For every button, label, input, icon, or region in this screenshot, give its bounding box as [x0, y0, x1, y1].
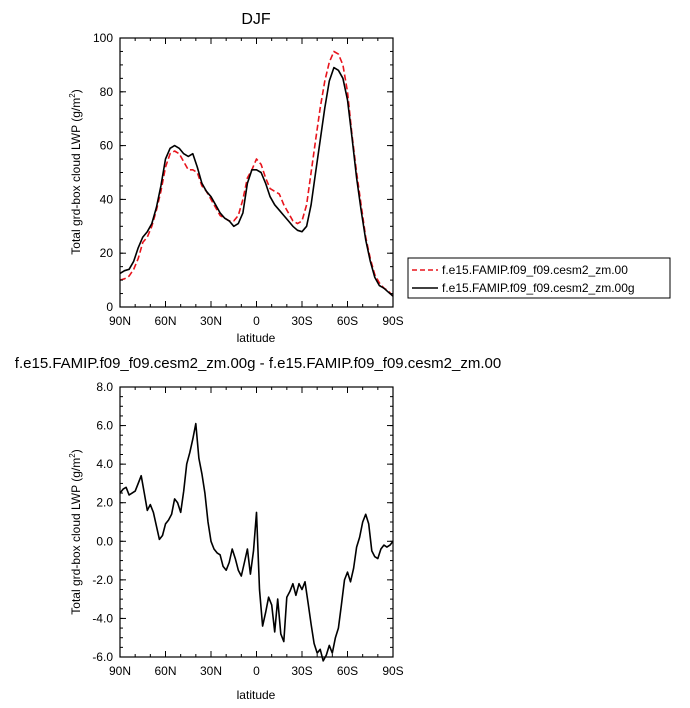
chart-0-x-tick-label: 60N [154, 314, 176, 328]
chart-1-x-tick-label: 60N [154, 664, 176, 678]
chart-1-x-tick-label: 90N [109, 664, 131, 678]
bottom-y-axis-label: Total grd-box cloud LWP (g/m2) [68, 449, 83, 614]
chart-1-y-tick-label: 8.0 [96, 380, 113, 394]
chart-1-y-tick-label: -6.0 [92, 650, 113, 664]
legend-label-series-0: f.e15.FAMIP.f09_f09.cesm2_zm.00 [442, 263, 628, 277]
legend-label-series-1: f.e15.FAMIP.f09_f09.cesm2_zm.00g [442, 281, 635, 295]
chart-1-series-line-0 [119, 422, 394, 662]
chart-0-x-tick-label: 60S [337, 314, 358, 328]
chart-0-x-tick-label: 30N [200, 314, 222, 328]
chart-1-y-tick-label: 4.0 [96, 457, 113, 471]
chart-1-y-tick-label: -4.0 [92, 611, 113, 625]
y-axis-label-superscript: 2 [68, 93, 77, 98]
chart-1-y-tick-label: -2.0 [92, 573, 113, 587]
legend: f.e15.FAMIP.f09_f09.cesm2_zm.00 f.e15.FA… [407, 257, 671, 299]
chart-1-x-tick-label: 30N [200, 664, 222, 678]
top-x-axis-label: latitude [237, 331, 276, 345]
chart-0-y-tick-label: 60 [100, 139, 114, 153]
bottom-panel: f.e15.FAMIP.f09_f09.cesm2_zm.00g - f.e15… [15, 355, 501, 702]
chart-0-x-tick-label: 30S [291, 314, 312, 328]
chart-0-y-tick-label: 80 [100, 85, 114, 99]
top-plot-area: 90N 60N 30N 0 30S 60S 90S 0 20 40 60 80 100 [93, 31, 404, 328]
legend-box [407, 257, 671, 299]
chart-1-x-tick-label: 60S [337, 664, 358, 678]
chart-1-y-tick-label: 6.0 [96, 419, 113, 433]
top-panel: DJF 90N 60N 30N 0 30S 60S 90S 0 20 40 60 80 100 lati… [68, 11, 404, 345]
top-chart-title: DJF [241, 11, 271, 28]
bottom-chart-title: f.e15.FAMIP.f09_f09.cesm2_zm.00g - f.e15… [15, 355, 501, 372]
bottom-y-axis-label-text: Total grd-box cloud LWP (g/m [69, 458, 83, 615]
chart-0-series-line-0 [119, 50, 394, 297]
y-axis-label-suffix: ) [69, 449, 83, 453]
chart-0-y-tick-label: 40 [100, 192, 114, 206]
chart-1-x-tick-label: 0 [253, 664, 260, 678]
chart-0-x-tick-label: 0 [253, 314, 260, 328]
chart-1-y-tick-label: 0.0 [96, 534, 113, 548]
y-axis-label-superscript: 2 [68, 453, 77, 458]
chart-0-series-line-1 [119, 66, 394, 297]
top-y-axis-label-text: Total grd-box cloud LWP (g/m [69, 98, 83, 255]
chart-1-y-tick-label: 2.0 [96, 496, 113, 510]
chart-0-plot-frame [119, 37, 394, 308]
chart-1-x-tick-label: 30S [291, 664, 312, 678]
chart-0-y-tick-label: 20 [100, 246, 114, 260]
top-y-axis-label: Total grd-box cloud LWP (g/m2) [68, 89, 83, 254]
chart-0-y-tick-label: 0 [106, 300, 113, 314]
bottom-x-axis-label: latitude [237, 688, 276, 702]
chart-0-x-tick-label: 90S [382, 314, 403, 328]
chart-0-x-tick-label: 90N [109, 314, 131, 328]
chart-1-x-tick-label: 90S [382, 664, 403, 678]
y-axis-label-suffix: ) [69, 89, 83, 93]
chart-0-y-tick-label: 100 [93, 31, 113, 45]
bottom-plot-area: 90N 60N 30N 0 30S 60S 90S -6.0 -4.0 -2.0 0.0 2.0 4.0… [92, 380, 403, 678]
